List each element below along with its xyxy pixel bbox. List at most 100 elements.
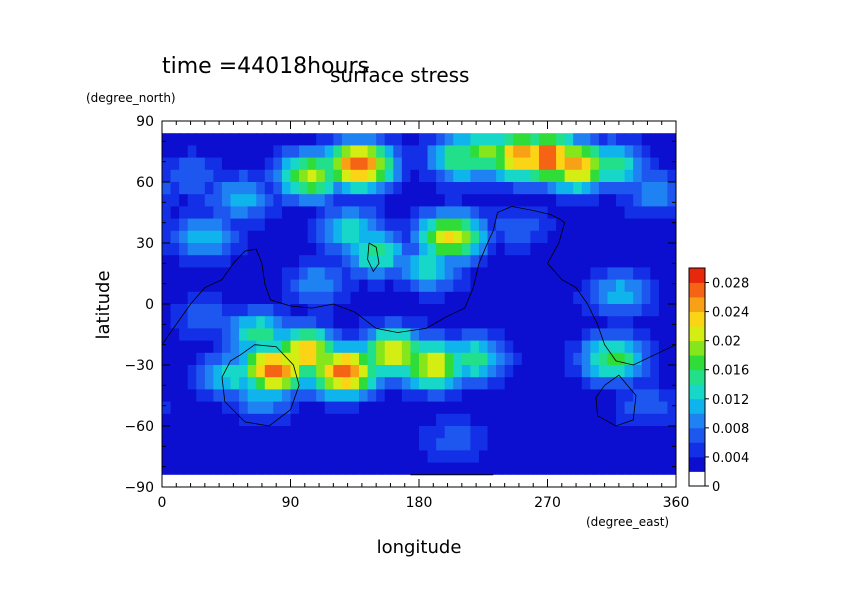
heat-cell (436, 243, 446, 256)
heat-cell (196, 133, 206, 146)
heat-cell (521, 243, 531, 256)
heat-cell (290, 401, 300, 415)
heat-cell (341, 413, 352, 427)
heat-cell (333, 169, 343, 183)
heat-cell (393, 243, 403, 256)
heat-cell (461, 340, 471, 354)
heat-cell (187, 169, 197, 183)
heat-cell (513, 121, 523, 134)
heat-cell (461, 206, 471, 220)
heat-cell (427, 413, 437, 427)
heat-cell (264, 450, 274, 464)
heat-cell (453, 157, 463, 171)
heat-cell (230, 340, 240, 354)
heat-cell (162, 377, 172, 390)
heat-cell (487, 145, 497, 159)
heat-cell (230, 157, 240, 171)
heat-cell (444, 206, 454, 220)
heat-cell (350, 218, 360, 232)
heat-cell (521, 279, 531, 293)
heat-cell (264, 255, 274, 268)
heat-cell (359, 157, 369, 171)
heat-cell (350, 352, 360, 366)
colorbar-segment (689, 384, 705, 400)
heat-cell (333, 352, 343, 366)
heat-cell (650, 279, 660, 293)
heat-cell (487, 413, 497, 427)
heat-cell (341, 450, 352, 464)
heat-cell (359, 218, 369, 232)
heat-cell (162, 389, 172, 403)
heat-cell (564, 230, 574, 244)
heat-cell (273, 377, 283, 390)
heat-cell (187, 462, 197, 476)
heat-cell (290, 328, 300, 342)
heat-cell (504, 474, 514, 487)
heat-cell (633, 169, 643, 183)
heat-cell (633, 413, 643, 427)
heat-cell (564, 365, 574, 378)
heat-cell (299, 206, 309, 220)
heat-cell (350, 182, 360, 195)
heat-cell (633, 328, 643, 342)
heat-cell (521, 389, 531, 403)
heat-cell (461, 328, 471, 342)
heat-cell (384, 389, 394, 403)
heat-cell (556, 474, 566, 487)
heat-cell (667, 426, 676, 439)
heat-cell (350, 279, 360, 293)
heat-cell (264, 182, 274, 195)
heat-cell (624, 474, 634, 487)
heat-cell (453, 267, 463, 281)
heat-cell (633, 340, 643, 354)
heat-cell (461, 304, 471, 317)
heat-cell (530, 291, 540, 305)
heat-cell (393, 438, 403, 451)
heat-cell (204, 474, 214, 487)
colorbar-tick-label: 0.028 (712, 277, 749, 292)
colorbar-segment (689, 427, 705, 443)
heat-cell (607, 145, 617, 159)
heat-cell (590, 169, 600, 183)
heat-cell (324, 194, 334, 207)
heat-cell (444, 255, 454, 268)
heat-cell (162, 157, 172, 171)
heat-cell (581, 462, 591, 476)
heat-cell (590, 121, 600, 134)
heat-cell (633, 133, 643, 146)
heat-cell (384, 194, 394, 207)
heat-cell (299, 169, 309, 183)
heat-cell (478, 291, 489, 305)
heat-cell (478, 413, 489, 427)
heat-cell (624, 255, 634, 268)
heat-cell (299, 401, 309, 415)
heat-cell (547, 218, 557, 232)
heat-cell (487, 133, 497, 146)
heat-cell (538, 377, 549, 390)
heat-cell (513, 365, 523, 378)
heat-cell (204, 182, 214, 195)
heat-cell (547, 328, 557, 342)
heat-cell (436, 413, 446, 427)
heat-cell (316, 462, 326, 476)
heat-cell (590, 474, 600, 487)
heat-cell (307, 169, 317, 183)
heat-cell (341, 340, 352, 354)
heat-cell (650, 340, 660, 354)
heat-cell (401, 462, 412, 476)
heat-cell (461, 182, 471, 195)
heat-cell (487, 377, 497, 390)
heat-cell (538, 365, 549, 378)
heat-cell (359, 133, 369, 146)
heat-cell (247, 389, 257, 403)
heat-cell (187, 279, 197, 293)
heat-cell (513, 291, 523, 305)
heat-cell (307, 352, 317, 366)
heat-cell (624, 157, 634, 171)
heat-cell (281, 438, 292, 451)
heat-cell (598, 279, 609, 293)
heat-cell (607, 450, 617, 464)
x-axis: 0 90 180 270 360 (158, 121, 689, 511)
chart-title: surface stress (330, 63, 469, 87)
heat-cell (221, 291, 232, 305)
